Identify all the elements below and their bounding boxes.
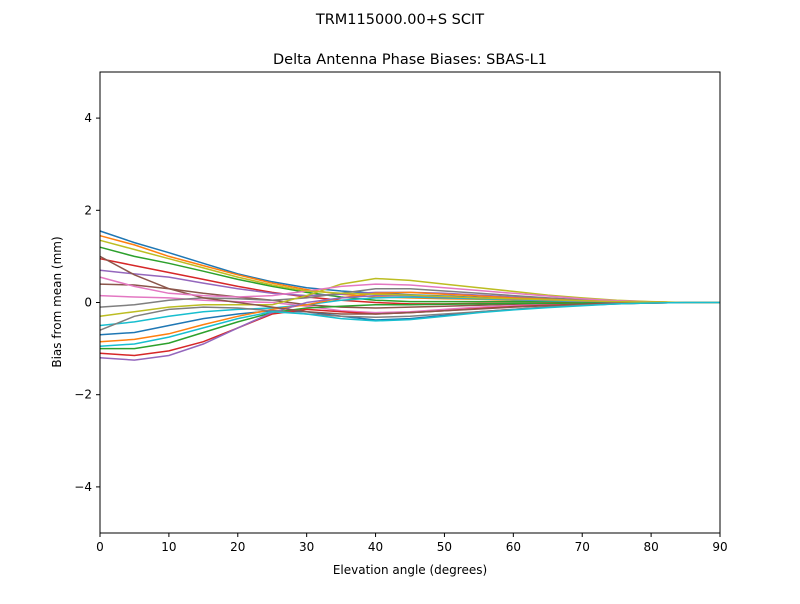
y-tick-label: −2	[74, 388, 92, 402]
series-line-16	[99, 276, 720, 304]
series-line-12	[100, 301, 720, 350]
x-tick-label: 20	[230, 540, 245, 554]
x-tick-label: 30	[299, 540, 314, 554]
x-axis-label: Elevation angle (degrees)	[333, 563, 487, 577]
x-tick-label: 90	[712, 540, 727, 554]
x-tick-label: 60	[506, 540, 521, 554]
figure-suptitle: TRM115000.00+S SCIT	[315, 12, 484, 28]
y-tick-label: 0	[84, 296, 92, 310]
series-line-18	[99, 239, 720, 304]
y-tick-label: −4	[74, 480, 92, 494]
y-tick-label: 4	[84, 111, 92, 125]
x-tick-label: 70	[575, 540, 590, 554]
series-line-19	[99, 301, 720, 348]
x-tick-label: 40	[368, 540, 383, 554]
x-tick-label: 10	[161, 540, 176, 554]
x-tick-label: 80	[643, 540, 658, 554]
x-tick-label: 50	[437, 540, 452, 554]
x-tick-label: 0	[96, 540, 104, 554]
x-axis: 0 10 20 30 40 50 60 70 80 90	[96, 533, 728, 554]
y-tick-label: 2	[84, 203, 92, 217]
y-axis: −4 −2 0 2 4	[74, 111, 100, 494]
chart-title: Delta Antenna Phase Biases: SBAS-L1	[273, 52, 547, 68]
y-axis-label: Bias from mean (mm)	[50, 236, 64, 367]
series-lines	[99, 230, 720, 361]
